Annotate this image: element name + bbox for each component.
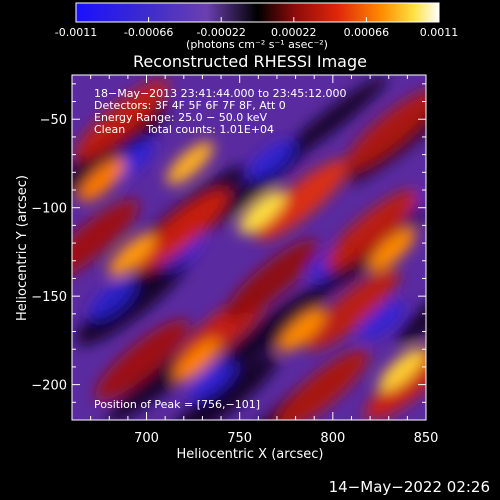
y-tick-label: −100 [31,202,67,217]
y-tick-label: −50 [40,113,67,128]
colorbar-tick-label: -0.00022 [196,26,245,39]
annotation-line: Energy Range: 25.0 − 50.0 keV [94,111,268,124]
chart-title: Reconstructed RHESSI Image [133,52,367,71]
axis-ticks: 700 750 800 850 −50 −100 −150 −200 [31,75,438,446]
y-tick-label: −150 [31,290,67,305]
annotation-line: Detectors: 3F 4F 5F 6F 7F 8F, Att 0 [94,99,286,112]
colorbar-tick-label: 0.00066 [344,26,390,39]
colorbar-tick-label: -0.00066 [124,26,173,39]
colorbar-tick-label: 0.00022 [271,26,317,39]
footer-timestamp: 14−May−2022 02:26 [328,478,490,496]
colorbar: -0.0011 -0.00066 -0.00022 0.00022 0.00066 0.0… [55,2,458,51]
colorbar-gradient [75,2,440,23]
annotation-block: 18−May−2013 23:41:44.000 to 23:45:12.000… [94,87,347,136]
y-tick-label: −200 [31,379,67,394]
x-tick-label: 700 [134,431,159,446]
peak-position-label: Position of Peak = [756,−101] [94,398,260,411]
colorbar-tick-label: 0.0011 [420,26,459,39]
x-tick-label: 800 [320,431,345,446]
y-axis-label: Heliocentric Y (arcsec) [15,175,30,321]
x-tick-label: 850 [414,431,439,446]
plot-frame [71,74,427,421]
annotation-line: Clean Total counts: 1.01E+04 [94,123,274,136]
x-tick-label: 750 [227,431,252,446]
heatmap-image [72,75,426,420]
colorbar-tick-label: -0.0011 [55,26,97,39]
annotation-line: 18−May−2013 23:41:44.000 to 23:45:12.000 [94,87,347,100]
x-axis-label: Heliocentric X (arcsec) [177,447,324,462]
heatmap-texture [72,76,426,420]
colorbar-ticks: -0.0011 -0.00066 -0.00022 0.00022 0.00066 0.0… [55,17,458,39]
colorbar-units-label: (photons cm⁻² s⁻¹ asec⁻²) [186,38,328,51]
